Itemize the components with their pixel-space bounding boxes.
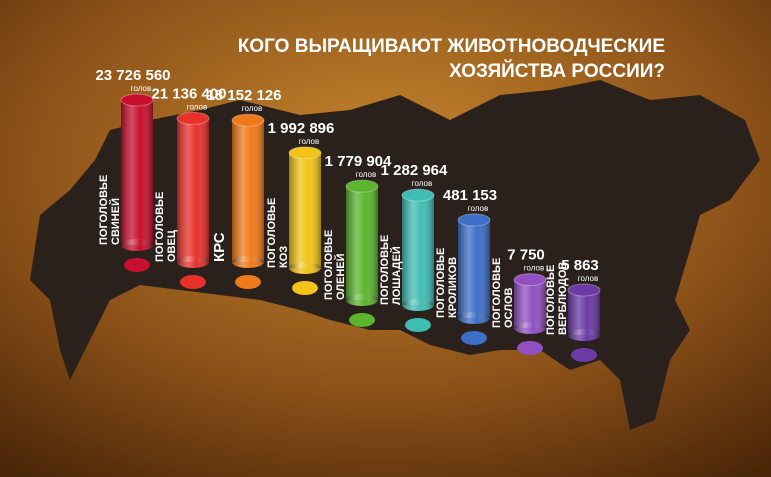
category-label: КРС: [211, 232, 228, 262]
bar-shade: [514, 279, 546, 328]
cylinder-base-shade: [121, 239, 153, 251]
animal-icon: [349, 313, 375, 327]
category-label-line: ПОГОЛОВЬЕ: [323, 230, 335, 300]
chart-title: КОГО ВЫРАЩИВАЮТ ЖИВОТНОВОДЧЕСКИЕ: [238, 36, 665, 57]
unit-label: голов: [242, 104, 262, 113]
animal-icon: [405, 318, 431, 332]
cylinder-base-shade: [177, 256, 209, 268]
bar-shade: [289, 152, 321, 268]
animal-icon: [124, 258, 150, 272]
cylinder-base-shade: [568, 329, 600, 341]
value-label: 481 153: [443, 187, 497, 204]
category-label-line: ЛОШАДЕЙ: [390, 246, 403, 305]
cylinder-cap: [231, 113, 265, 127]
unit-label: голов: [356, 170, 376, 179]
cylinder-cap: [176, 111, 210, 125]
category-label: ПОГОЛОВЬЕОВЕЦ: [154, 192, 178, 262]
animal-icon: [571, 348, 597, 362]
category-label: ПОГОЛОВЬЕЛОШАДЕЙ: [379, 235, 403, 305]
category-label: ПОГОЛОВЬЕОСЛОВ: [491, 258, 515, 328]
category-label: ПОГОЛОВЬЕСВИНЕЙ: [98, 175, 122, 245]
unit-label: голов: [131, 84, 151, 93]
cylinder-cap: [120, 93, 154, 107]
category-label-line: ПОГОЛОВЬЕ: [154, 192, 166, 262]
bar-shade: [177, 118, 209, 262]
category-label-line: КРОЛИКОВ: [447, 257, 459, 318]
cylinder-cap: [401, 188, 435, 202]
cylinder-base-shade: [289, 262, 321, 274]
cylinder-base-shade: [458, 312, 490, 324]
category-label-line: ПОГОЛОВЬЕ: [266, 198, 278, 268]
bar-shade: [458, 219, 490, 318]
unit-label: голов: [524, 264, 544, 273]
unit-label: голов: [412, 179, 432, 188]
bar-shade: [402, 195, 434, 305]
category-label: ПОГОЛОВЬЕКРОЛИКОВ: [435, 248, 459, 318]
category-label-line: ПОГОЛОВЬЕ: [545, 265, 557, 335]
category-label-line: ВЕРБЛЮДОВ: [557, 262, 569, 335]
unit-label: голов: [187, 102, 207, 111]
cylinder-cap: [457, 213, 491, 227]
value-label: 1 992 896: [268, 120, 335, 137]
unit-label: голов: [578, 274, 598, 283]
cylinder-base-shade: [514, 322, 546, 334]
cylinder-cap: [345, 179, 379, 193]
value-label: 23 726 560: [95, 67, 170, 84]
category-label-line: ПОГОЛОВЬЕ: [98, 175, 110, 245]
value-label: 1 282 964: [381, 162, 448, 179]
cylinder-base-shade: [232, 256, 264, 268]
category-label: ПОГОЛОВЬЕВЕРБЛЮДОВ: [545, 262, 569, 335]
category-label-line: ПОГОЛОВЬЕ: [435, 248, 447, 318]
cylinder-base-shade: [402, 299, 434, 311]
cylinder-cap: [288, 146, 322, 160]
bar-shade: [346, 186, 378, 300]
animal-icon: [517, 341, 543, 355]
unit-label: голов: [299, 137, 319, 146]
category-label-line: СВИНЕЙ: [109, 198, 122, 245]
category-label-line: КОЗ: [278, 246, 290, 268]
animal-icon: [180, 275, 206, 289]
value-label: 18 152 126: [206, 87, 281, 104]
category-label-line: ОВЕЦ: [166, 230, 178, 262]
bar-shade: [121, 100, 153, 245]
chart-title: ХОЗЯЙСТВА РОССИИ?: [449, 60, 665, 82]
category-label-line: ОЛЕНЕЙ: [334, 253, 347, 300]
category-label: ПОГОЛОВЬЕКОЗ: [266, 198, 290, 268]
value-label: 5 863: [561, 257, 599, 274]
cylinder-cap: [513, 273, 547, 287]
bar-shade: [568, 290, 600, 335]
animal-icon: [292, 281, 318, 295]
map-silhouette: [30, 80, 760, 430]
cylinder-base-shade: [346, 294, 378, 306]
category-label-line: ПОГОЛОВЬЕ: [379, 235, 391, 305]
category-label-line: ОСЛОВ: [503, 287, 515, 328]
unit-label: голов: [468, 204, 488, 213]
category-label: ПОГОЛОВЬЕОЛЕНЕЙ: [323, 230, 347, 300]
value-label: 1 779 904: [325, 153, 392, 170]
animal-icon: [461, 331, 487, 345]
category-label-line: ПОГОЛОВЬЕ: [491, 258, 503, 328]
value-label: 7 750: [507, 247, 545, 264]
value-label: 21 136 400: [151, 85, 226, 102]
cylinder-cap: [567, 283, 601, 297]
animal-icon: [235, 275, 261, 289]
bar-shade: [232, 120, 264, 262]
